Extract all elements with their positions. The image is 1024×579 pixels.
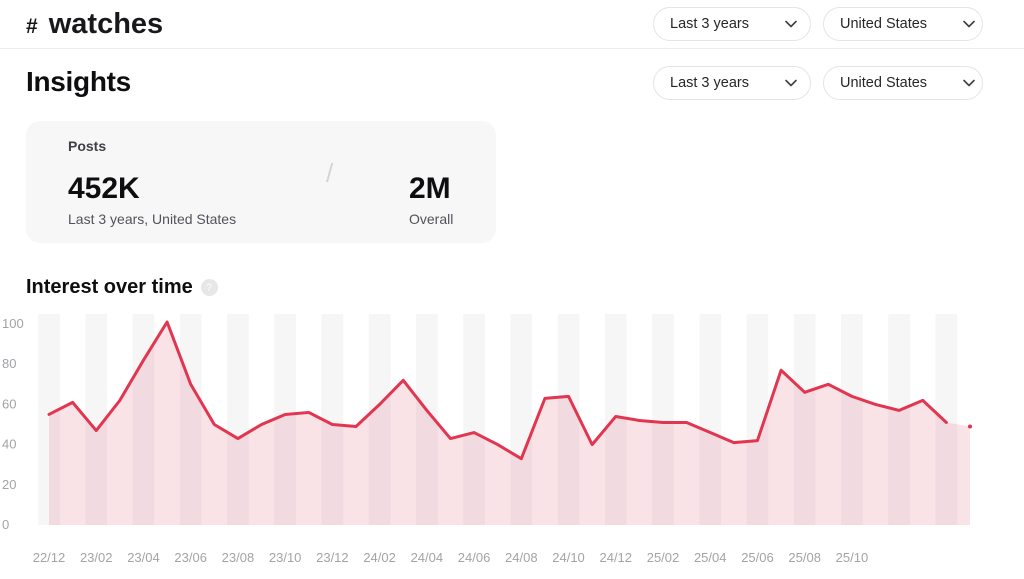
svg-text:80: 80 bbox=[2, 356, 16, 371]
svg-text:23/02: 23/02 bbox=[80, 550, 113, 565]
svg-text:23/08: 23/08 bbox=[222, 550, 255, 565]
svg-text:23/06: 23/06 bbox=[174, 550, 207, 565]
svg-text:24/04: 24/04 bbox=[411, 550, 444, 565]
svg-text:40: 40 bbox=[2, 437, 16, 452]
svg-text:25/04: 25/04 bbox=[694, 550, 727, 565]
svg-text:0: 0 bbox=[2, 517, 9, 532]
svg-text:23/12: 23/12 bbox=[316, 550, 349, 565]
svg-text:22/12: 22/12 bbox=[33, 550, 66, 565]
svg-text:24/02: 24/02 bbox=[363, 550, 396, 565]
svg-text:20: 20 bbox=[2, 477, 16, 492]
svg-text:24/08: 24/08 bbox=[505, 550, 538, 565]
svg-text:24/10: 24/10 bbox=[552, 550, 585, 565]
svg-text:25/02: 25/02 bbox=[647, 550, 680, 565]
svg-text:24/12: 24/12 bbox=[599, 550, 632, 565]
svg-text:23/04: 23/04 bbox=[127, 550, 160, 565]
svg-text:100: 100 bbox=[2, 316, 24, 331]
svg-text:25/10: 25/10 bbox=[836, 550, 869, 565]
svg-text:23/10: 23/10 bbox=[269, 550, 302, 565]
svg-text:24/06: 24/06 bbox=[458, 550, 491, 565]
svg-text:25/06: 25/06 bbox=[741, 550, 774, 565]
svg-text:60: 60 bbox=[2, 396, 16, 411]
svg-text:25/08: 25/08 bbox=[788, 550, 821, 565]
